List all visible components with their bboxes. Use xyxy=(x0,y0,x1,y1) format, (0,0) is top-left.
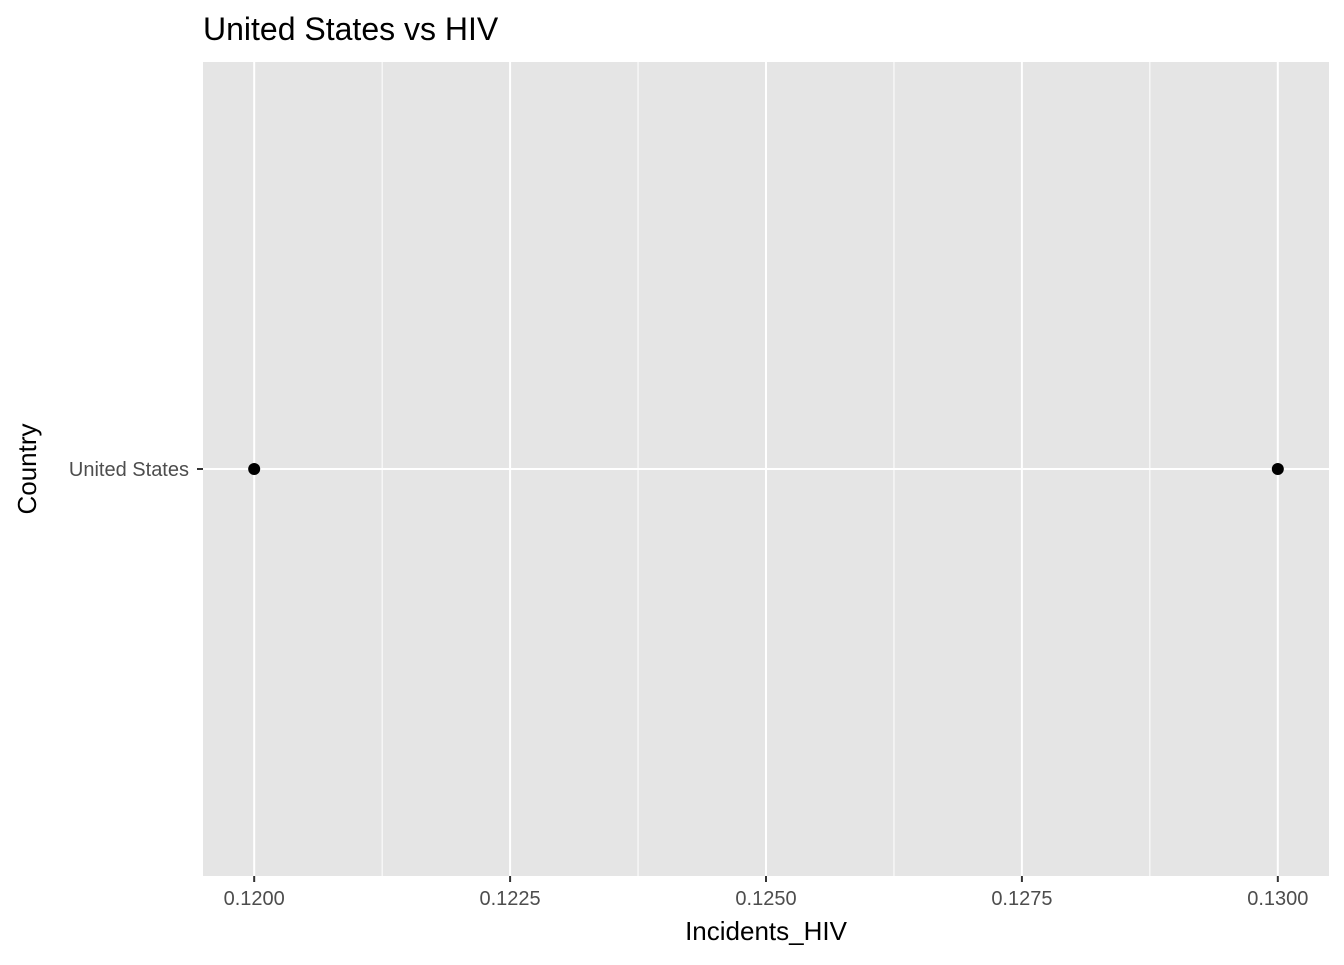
x-tick-label: 0.1200 xyxy=(224,888,285,910)
y-axis-label: Country xyxy=(12,423,42,514)
chart-title: United States vs HIV xyxy=(203,11,499,47)
data-point xyxy=(1271,463,1284,475)
data-point xyxy=(248,463,261,475)
x-tick-label: 0.1225 xyxy=(480,888,541,910)
x-tick-label: 0.1275 xyxy=(991,888,1052,910)
y-axis: United States xyxy=(69,459,203,481)
x-axis: 0.1200 0.1225 0.1250 0.1275 0.1300 xyxy=(224,876,1308,910)
major-gridlines xyxy=(203,62,1329,876)
x-tick-label: 0.1250 xyxy=(735,888,796,910)
x-axis-label: Incidents_HIV xyxy=(685,916,848,946)
y-tick-label: United States xyxy=(69,459,189,481)
x-tick-label: 0.1300 xyxy=(1247,888,1308,910)
data-points xyxy=(248,463,1284,475)
